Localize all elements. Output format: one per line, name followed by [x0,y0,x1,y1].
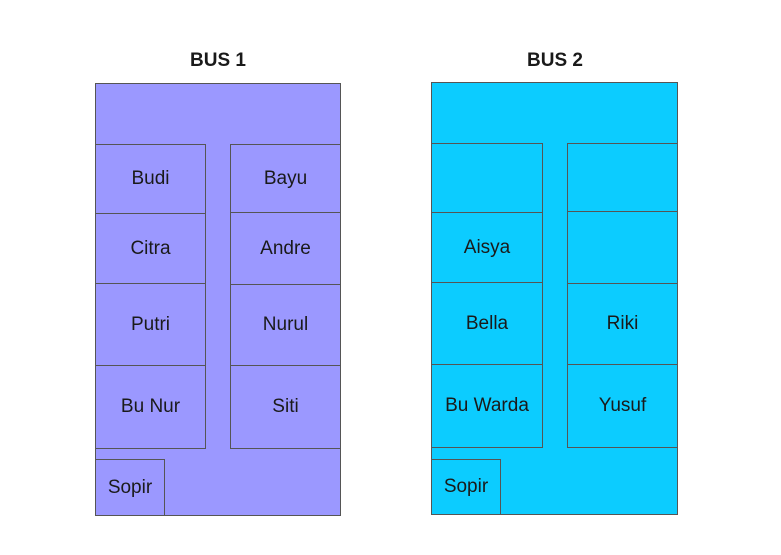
bus1-driver-seat: Sopir [95,459,165,516]
bus1-seat-left-4: Bu Nur [95,365,206,449]
bus1-body: Budi Citra Putri Bu Nur Bayu Andre Nurul… [95,83,341,516]
bus1-seat-right-2: Andre [230,212,341,285]
bus2-seat-left-1 [431,143,543,213]
bus1-seat-left-2: Citra [95,213,206,284]
bus2-seat-right-2 [567,211,678,284]
bus2-seat-left-4: Bu Warda [431,364,543,448]
bus2-body: Aisya Bella Bu Warda Riki Yusuf Sopir [431,82,678,515]
bus2-seat-right-3: Riki [567,283,678,365]
bus1-seat-left-3: Putri [95,283,206,366]
bus1-seat-right-3: Nurul [230,284,341,366]
bus1-seat-right-1: Bayu [230,144,341,213]
bus2-title: BUS 2 [527,50,583,71]
bus2-seat-right-4: Yusuf [567,364,678,448]
bus2-driver-seat: Sopir [431,459,501,515]
bus2-seat-left-2: Aisya [431,212,543,283]
bus1-seat-right-4: Siti [230,365,341,449]
bus2-seat-left-3: Bella [431,282,543,365]
bus2-seat-right-1 [567,143,678,212]
bus1-seat-left-1: Budi [95,144,206,214]
bus1-title: BUS 1 [190,50,246,71]
